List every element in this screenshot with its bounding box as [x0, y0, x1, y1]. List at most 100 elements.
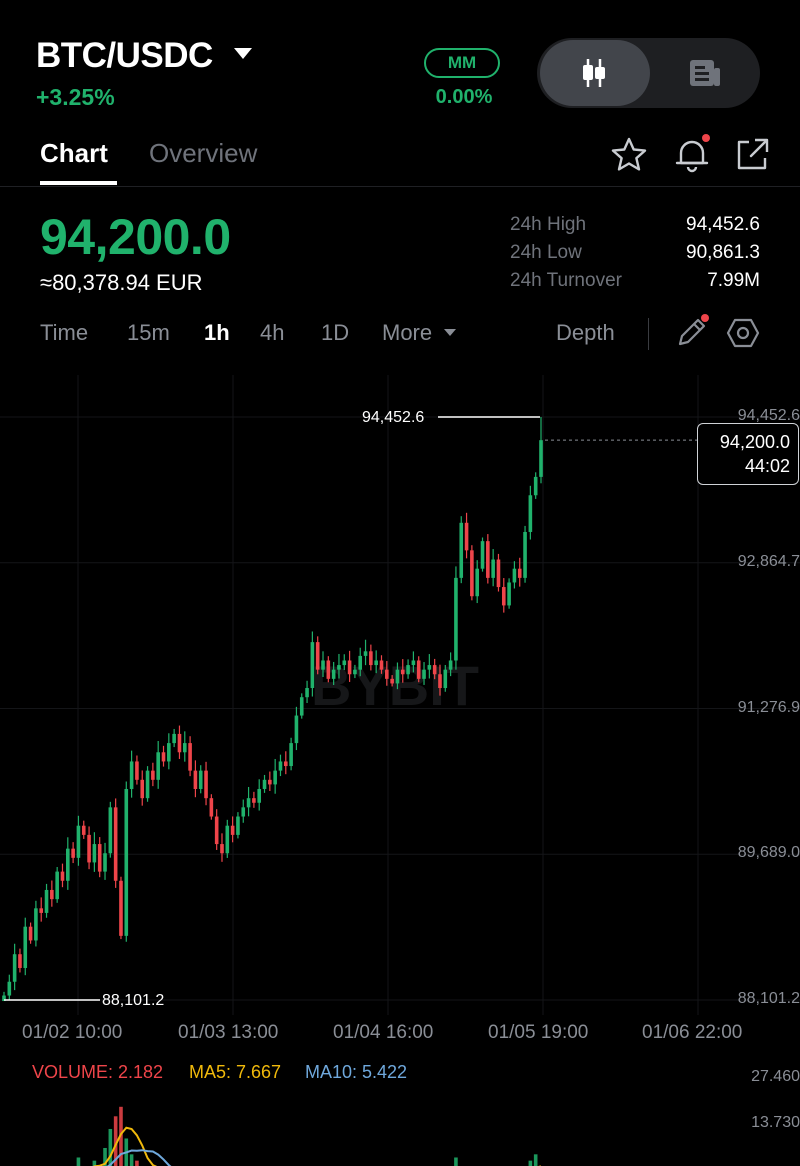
candle [475, 568, 479, 597]
candle [369, 651, 373, 666]
candle [385, 669, 389, 679]
chart-watermark: BYBIT [311, 654, 479, 717]
volume-bar [119, 1106, 123, 1166]
candle [81, 825, 86, 835]
candle [97, 844, 102, 872]
candle [151, 770, 155, 780]
candle [315, 642, 320, 670]
candle [390, 678, 394, 684]
candle [353, 669, 357, 675]
candle [416, 660, 421, 679]
x-axis-label-2: 01/03 13:00 [178, 1022, 279, 1043]
candle [283, 761, 288, 767]
x-axis-label-5: 01/06 22:00 [642, 1022, 743, 1043]
view-toggle-chart-option[interactable] [540, 40, 650, 106]
stat-label-24h-turnover: 24h Turnover [510, 270, 622, 291]
candle [299, 697, 304, 716]
tab-overview[interactable]: Overview [149, 138, 258, 168]
candle [145, 770, 150, 799]
candle [182, 743, 187, 753]
candle [7, 981, 12, 996]
candle [278, 761, 283, 771]
candle [528, 495, 533, 532]
candle [321, 660, 325, 670]
y-axis-label-1: 94,452.6 [737, 407, 800, 424]
volume-chart[interactable] [0, 1075, 800, 1166]
tabs-divider [0, 186, 800, 187]
ma5-line [93, 1126, 541, 1166]
candle [523, 531, 527, 578]
candle [454, 577, 458, 661]
volume-bar [108, 1128, 113, 1166]
candle [448, 660, 453, 670]
timeframe-time[interactable]: Time [40, 320, 89, 345]
settings-hexagon-icon[interactable] [726, 316, 760, 350]
price-change-percent: +3.25% [36, 84, 115, 110]
candle [337, 665, 341, 670]
candle [262, 779, 267, 789]
bell-icon[interactable] [672, 134, 712, 174]
candle [156, 752, 160, 780]
ma5-legend: MA5: 7.667 [189, 1062, 282, 1082]
candle [427, 665, 432, 670]
candle [363, 651, 368, 656]
candle [305, 688, 309, 698]
last-price: 94,200.0 [40, 209, 231, 265]
candle [34, 908, 38, 941]
candle [193, 770, 198, 789]
pencil-icon[interactable] [674, 314, 710, 350]
candle [113, 807, 118, 881]
candle [12, 954, 17, 982]
candle-countdown: 44:02 [744, 456, 790, 476]
candle [257, 788, 262, 803]
candle [406, 665, 410, 675]
candle [214, 816, 219, 845]
timeframe-15m[interactable]: 15m [127, 320, 170, 345]
volume-y-label-2: 13.730 [751, 1114, 800, 1131]
y-axis-label-3: 91,276.9 [737, 698, 800, 716]
stat-label-24h-high: 24h High [510, 214, 587, 235]
volume-bar [113, 1116, 118, 1166]
candle [347, 660, 352, 675]
volume-bar [129, 1154, 134, 1166]
candle [480, 541, 485, 569]
volume-bar [454, 1157, 458, 1166]
candle [172, 733, 176, 744]
timeframe-more[interactable]: More [382, 320, 433, 345]
candle [411, 660, 416, 666]
candlestick-icon [583, 59, 605, 87]
candle [379, 660, 384, 670]
fiat-equivalent: ≈80,378.94 EUR [40, 270, 203, 295]
candle [533, 476, 538, 496]
candle [432, 665, 437, 675]
volume-bar [92, 1160, 97, 1166]
candle [395, 669, 400, 684]
timeframe-1d[interactable]: 1D [321, 320, 350, 345]
share-icon[interactable] [733, 136, 771, 174]
star-icon[interactable] [610, 136, 648, 174]
more-caret-icon[interactable] [444, 329, 456, 337]
candle [507, 582, 511, 606]
candle [326, 660, 331, 679]
candle [273, 770, 277, 785]
candle [512, 568, 517, 583]
view-toggle-news-option[interactable] [670, 40, 750, 106]
candle [310, 642, 315, 689]
candle [71, 848, 75, 858]
pair-dropdown-caret-icon[interactable] [234, 48, 252, 59]
high-annotation: 94,452.6 [362, 409, 425, 426]
candle [204, 770, 208, 799]
candle [55, 871, 59, 900]
candle [209, 798, 214, 817]
mm-badge[interactable]: MM [424, 48, 500, 78]
timeframe-4h[interactable]: 4h [260, 320, 285, 345]
stat-value-24h-high: 94,452.6 [686, 214, 760, 235]
price-chart[interactable]: BYBIT [0, 375, 800, 1055]
volume-bar [528, 1160, 533, 1166]
depth-button[interactable]: Depth [556, 320, 615, 345]
pair-title[interactable]: BTC/USDC [36, 36, 213, 75]
candle [470, 550, 474, 597]
candle [140, 779, 145, 799]
tab-chart[interactable]: Chart [40, 138, 108, 168]
timeframe-1h[interactable]: 1h [204, 320, 230, 345]
